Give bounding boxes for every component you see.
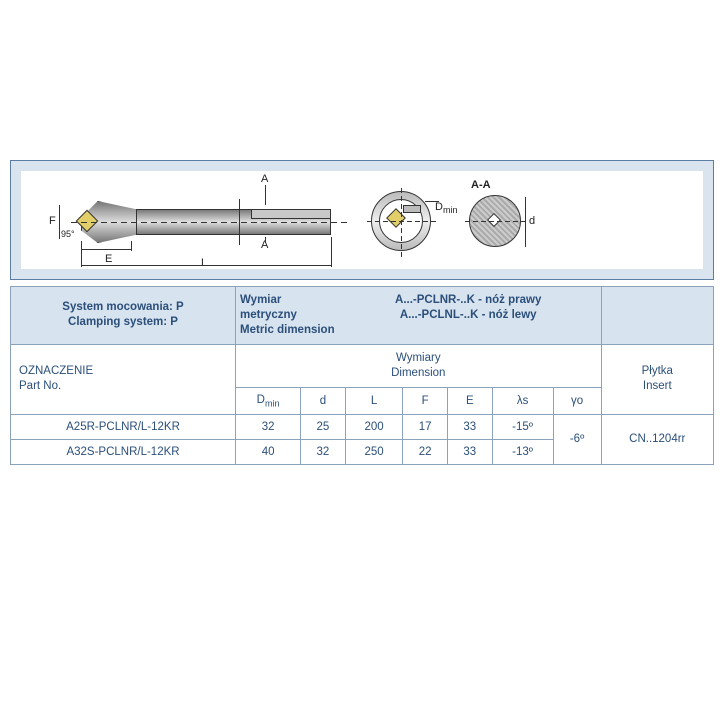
dim-label-e: E xyxy=(105,253,112,265)
cell-ls: -13º xyxy=(492,439,553,464)
dim-label-f: F xyxy=(49,215,56,227)
cell-f: 17 xyxy=(403,414,448,439)
section-label-aa: A-A xyxy=(471,179,491,191)
col-insert: Płytka Insert xyxy=(601,344,713,414)
bore-centerline-v xyxy=(401,187,402,257)
hdr-sys-en: Clamping system: P xyxy=(15,315,231,330)
spec-table: System mocowania: P Clamping system: P W… xyxy=(10,286,714,465)
col-f: F xyxy=(403,387,448,414)
col-dmin: Dmin xyxy=(236,387,301,414)
dim-l-t2 xyxy=(331,237,332,267)
hdr-clamping-system: System mocowania: P Clamping system: P xyxy=(11,287,236,345)
hdr-blank-right xyxy=(601,287,713,345)
cell-part: A32S-PCLNR/L-12KR xyxy=(11,439,236,464)
col-e: E xyxy=(447,387,492,414)
dim-f-line xyxy=(59,205,60,239)
section-centerline-h xyxy=(465,221,525,222)
dim-l-t1 xyxy=(81,241,82,267)
colhead-dims-en: Dimension xyxy=(240,366,597,381)
section-mark-a-top: A xyxy=(261,173,268,185)
shank-step-line xyxy=(239,199,240,245)
cell-l: 200 xyxy=(345,414,403,439)
col-d: d xyxy=(301,387,346,414)
table-row: A25R-PCLNR/L-12KR 32 25 200 17 33 -15º -… xyxy=(11,414,714,439)
dim-label-d: d xyxy=(529,215,535,227)
col-l: L xyxy=(345,387,403,414)
dmin-leader xyxy=(425,201,439,202)
colhead-insert-pl: Płytka xyxy=(606,364,709,379)
hdr-dim-pl: Wymiar metryczny xyxy=(240,293,340,323)
dim-e-line xyxy=(81,249,131,250)
hdr-right-en: A...-PCLNL-..K - nóż lewy xyxy=(340,308,597,323)
col-part-no: OZNACZENIE Part No. xyxy=(11,344,236,414)
bore-centerline-h xyxy=(367,221,437,222)
dim-label-angle: 95° xyxy=(61,229,75,239)
bore-clamp xyxy=(403,205,421,213)
cell-part: A25R-PCLNR/L-12KR xyxy=(11,414,236,439)
col-dimensions-group: Wymiary Dimension xyxy=(236,344,602,387)
table-header-row-2: OZNACZENIE Part No. Wymiary Dimension Pł… xyxy=(11,344,714,387)
tool-flat xyxy=(251,209,331,219)
cell-insert: CN..1204rr xyxy=(601,414,713,464)
cell-e: 33 xyxy=(447,414,492,439)
cell-e: 33 xyxy=(447,439,492,464)
hdr-right-pl: A...-PCLNR-..K - nóż prawy xyxy=(340,293,597,308)
cell-f: 22 xyxy=(403,439,448,464)
cell-yo: -6º xyxy=(553,414,601,464)
cell-d: 25 xyxy=(301,414,346,439)
technical-drawing: F 95° E L A A Dmin A-A xyxy=(21,171,703,269)
hdr-dim-en: Metric dimension xyxy=(240,323,340,338)
hdr-sys-pl: System mocowania: P xyxy=(15,300,231,315)
dim-label-dmin: Dmin xyxy=(435,201,457,215)
cell-ls: -15º xyxy=(492,414,553,439)
cell-l: 250 xyxy=(345,439,403,464)
technical-drawing-frame: F 95° E L A A Dmin A-A xyxy=(10,160,714,280)
hdr-metric-dimension: Wymiar metryczny Metric dimension A...-P… xyxy=(236,287,602,345)
cell-dmin: 32 xyxy=(236,414,301,439)
col-yo: γo xyxy=(553,387,601,414)
colhead-dims-pl: Wymiary xyxy=(240,351,597,366)
centerline xyxy=(71,222,351,223)
cell-d: 32 xyxy=(301,439,346,464)
cell-dmin: 40 xyxy=(236,439,301,464)
dim-label-l: L xyxy=(201,257,207,269)
col-ls: λs xyxy=(492,387,553,414)
section-a-line-bot xyxy=(265,237,266,243)
colhead-insert-en: Insert xyxy=(606,379,709,394)
dim-l-line xyxy=(81,265,331,266)
colhead-part-pl: OZNACZENIE xyxy=(19,364,231,379)
table-header-row-1: System mocowania: P Clamping system: P W… xyxy=(11,287,714,345)
section-a-line-top xyxy=(265,185,266,205)
colhead-part-en: Part No. xyxy=(19,379,231,394)
dim-e-t2 xyxy=(131,241,132,251)
dim-d-line xyxy=(525,197,526,247)
